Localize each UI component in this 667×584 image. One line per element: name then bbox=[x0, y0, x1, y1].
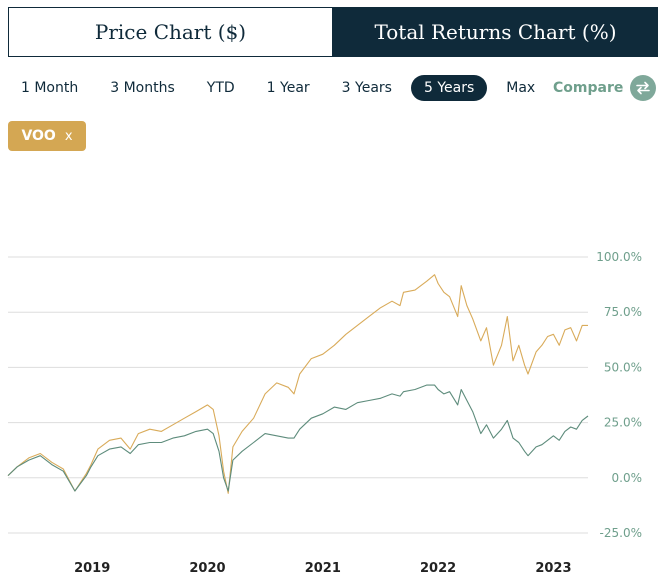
y-tick-label: 25.0% bbox=[604, 416, 642, 430]
range-button-5-years[interactable]: 5 Years bbox=[410, 75, 488, 101]
chart-type-tabs: Price Chart ($) Total Returns Chart (%) bbox=[8, 7, 658, 57]
x-tick-label: 2019 bbox=[74, 561, 110, 576]
x-tick-label: 2020 bbox=[189, 561, 225, 576]
x-tick-label: 2022 bbox=[420, 561, 456, 576]
ticker-label: VOO bbox=[21, 128, 56, 144]
ticker-chip-voo[interactable]: VOO x bbox=[8, 121, 86, 151]
range-button-max[interactable]: Max bbox=[506, 80, 536, 96]
y-tick-label: 50.0% bbox=[604, 360, 642, 374]
y-tick-label: 0.0% bbox=[612, 471, 643, 485]
swap-arrows-icon bbox=[630, 75, 657, 101]
y-tick-label: -25.0% bbox=[600, 526, 642, 540]
tab-total-returns-chart[interactable]: Total Returns Chart (%) bbox=[333, 7, 658, 57]
series-line-gold bbox=[7, 274, 588, 494]
range-button-ytd[interactable]: YTD bbox=[206, 80, 235, 96]
range-button-1-year[interactable]: 1 Year bbox=[266, 80, 310, 96]
y-tick-label: 75.0% bbox=[604, 305, 642, 319]
range-button-3-months[interactable]: 3 Months bbox=[110, 80, 175, 96]
x-tick-label: 2023 bbox=[535, 561, 571, 576]
series-line-green bbox=[7, 384, 589, 492]
time-range-selector: 1 Month 3 Months YTD 1 Year 3 Years 5 Ye… bbox=[8, 74, 548, 102]
compare-button[interactable]: Compare bbox=[553, 74, 657, 102]
tab-price-chart[interactable]: Price Chart ($) bbox=[8, 7, 333, 57]
x-tick-label: 2021 bbox=[305, 561, 341, 576]
y-tick-label: 100.0% bbox=[596, 250, 642, 264]
compare-label: Compare bbox=[553, 80, 624, 96]
range-button-3-years[interactable]: 3 Years bbox=[341, 80, 392, 96]
range-button-1-month[interactable]: 1 Month bbox=[21, 80, 79, 96]
remove-ticker-icon[interactable]: x bbox=[64, 128, 73, 144]
